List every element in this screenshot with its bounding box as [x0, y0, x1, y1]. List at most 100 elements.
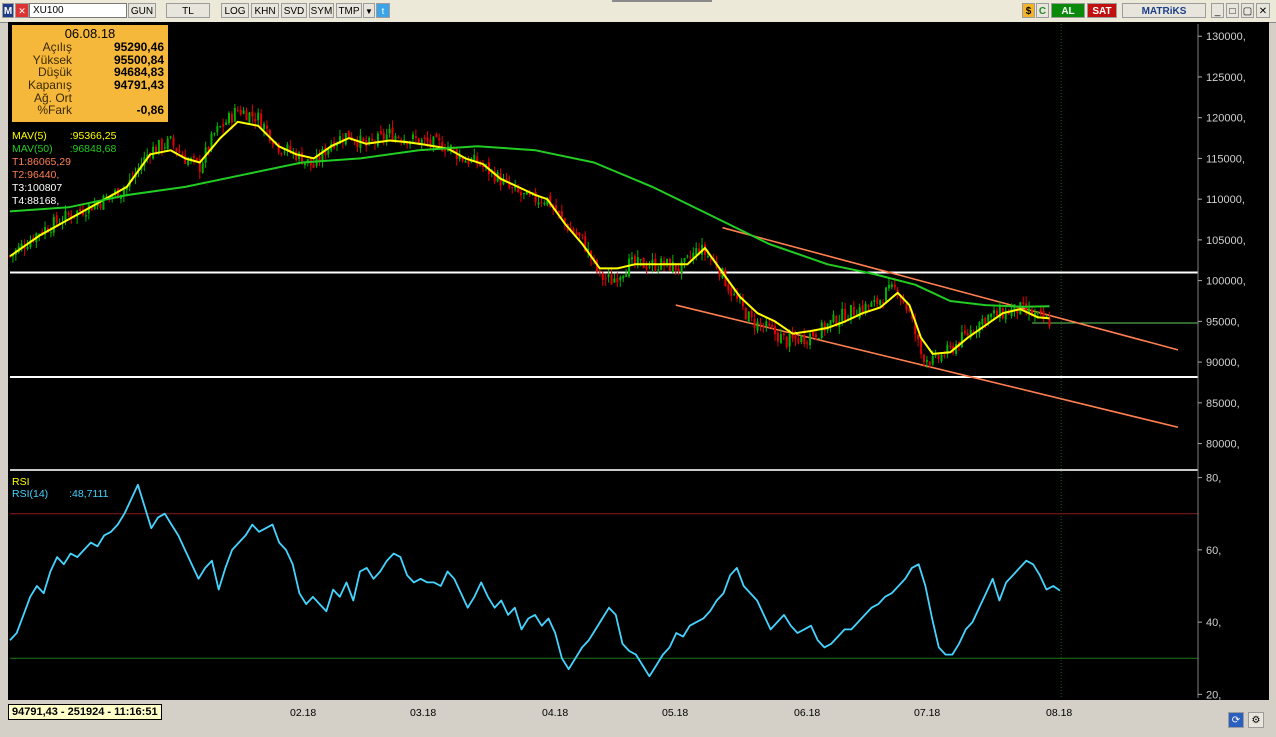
candle-body: [444, 149, 447, 152]
khn-button[interactable]: KHN: [251, 3, 279, 18]
candle-body: [817, 338, 820, 340]
candle-body: [1033, 313, 1036, 316]
candle-body: [79, 208, 82, 212]
candle-body: [788, 333, 791, 347]
candle-body: [949, 345, 952, 347]
log-button[interactable]: LOG: [221, 3, 249, 18]
title-grip: [612, 0, 712, 2]
candle-body: [782, 332, 785, 336]
settings-icon[interactable]: ⚙: [1248, 712, 1264, 728]
candle-body: [1045, 316, 1048, 318]
candle-body: [560, 211, 563, 217]
candle-body: [102, 195, 105, 210]
candle-body: [1042, 311, 1045, 319]
candle-body: [432, 136, 435, 148]
rsi-line: [9, 483, 1061, 678]
symbol-lock-icon[interactable]: ✕: [15, 3, 29, 18]
candle-body: [747, 311, 750, 322]
candle-body: [236, 109, 239, 111]
candle-body: [508, 181, 511, 188]
candle-body: [639, 259, 642, 261]
candle-body: [441, 141, 444, 152]
x-label-03-18: 03.18: [410, 707, 437, 719]
sym-button[interactable]: SYM: [309, 3, 334, 18]
candle-body: [683, 257, 686, 262]
symbol-menu-button[interactable]: M: [2, 3, 14, 18]
legend-mav5: MAV(5) :95366,25: [12, 130, 117, 142]
candle-body: [111, 195, 114, 197]
candle-body: [584, 236, 587, 252]
symbol-input[interactable]: XU100: [29, 3, 127, 18]
twitter-icon[interactable]: t: [376, 3, 390, 18]
maximize-button[interactable]: □: [1226, 3, 1239, 18]
candle-body: [242, 110, 245, 114]
legend-mav50: MAV(50) :96848,68: [12, 143, 117, 155]
candle-body: [695, 248, 698, 255]
candle-body: [630, 257, 633, 260]
candle-body: [864, 303, 867, 314]
sell-button[interactable]: SAT: [1087, 3, 1117, 18]
candle-body: [484, 164, 487, 166]
price-y-tick-label: 130000,: [1206, 31, 1246, 43]
candle-body: [765, 321, 768, 327]
candle-body: [703, 244, 706, 255]
candle-body: [844, 308, 847, 322]
restore-button[interactable]: ▢: [1241, 3, 1254, 18]
series-line-mav50: [9, 145, 1050, 308]
candle-body: [1025, 303, 1028, 312]
candle-body: [741, 297, 744, 307]
candle-body: [160, 139, 163, 151]
refresh-icon[interactable]: C: [1036, 3, 1049, 18]
chevron-down-icon[interactable]: ▼: [363, 3, 375, 18]
candle-body: [969, 330, 972, 338]
candle-body: [812, 331, 814, 337]
candle-body: [210, 133, 213, 150]
candle-body: [321, 148, 324, 162]
candle-body: [528, 193, 531, 195]
status-readout: 94791,43 - 251924 - 11:16:51: [8, 704, 162, 720]
close-button[interactable]: ✕: [1256, 3, 1270, 18]
candle-body: [730, 288, 733, 296]
currency-tl-button[interactable]: TL: [166, 3, 210, 18]
candle-body: [295, 151, 298, 161]
candle-body: [525, 190, 528, 195]
candle-body: [181, 153, 184, 157]
candle-body: [820, 322, 823, 339]
price-panel: [9, 24, 1198, 698]
candle-body: [607, 274, 610, 278]
candle-body: [706, 256, 709, 258]
candle-body: [166, 138, 169, 149]
candle-body: [502, 178, 505, 185]
candle-body: [520, 192, 522, 196]
candle-body: [543, 203, 546, 205]
svd-button[interactable]: SVD: [281, 3, 307, 18]
period-gun-button[interactable]: GUN: [128, 3, 156, 18]
candle-body: [727, 284, 730, 291]
candle-body: [575, 232, 578, 235]
rsi-y-tick-label: 60,: [1206, 545, 1221, 557]
candle-body: [546, 197, 549, 205]
candle-body: [20, 243, 23, 249]
sync-icon[interactable]: ⟳: [1228, 712, 1244, 728]
candle-body: [581, 234, 584, 236]
candle-body: [648, 266, 651, 268]
candle-body: [225, 122, 228, 125]
candle-body: [940, 354, 943, 362]
candle-body: [1028, 308, 1031, 314]
candle-body: [645, 266, 648, 270]
tmp-button[interactable]: TMP: [336, 3, 362, 18]
candle-body: [785, 336, 788, 348]
legend-t3: T3:100807: [12, 182, 63, 194]
candle-body: [306, 159, 309, 163]
candle-body: [84, 215, 87, 217]
candle-body: [11, 254, 14, 257]
minimize-button[interactable]: _: [1211, 3, 1224, 18]
candle-body: [800, 335, 803, 343]
currency-icon[interactable]: $: [1022, 3, 1035, 18]
candle-body: [893, 284, 896, 288]
buy-button[interactable]: AL: [1051, 3, 1085, 18]
candle-body: [887, 284, 890, 289]
candle-body: [578, 232, 581, 236]
candle-body: [622, 276, 625, 279]
